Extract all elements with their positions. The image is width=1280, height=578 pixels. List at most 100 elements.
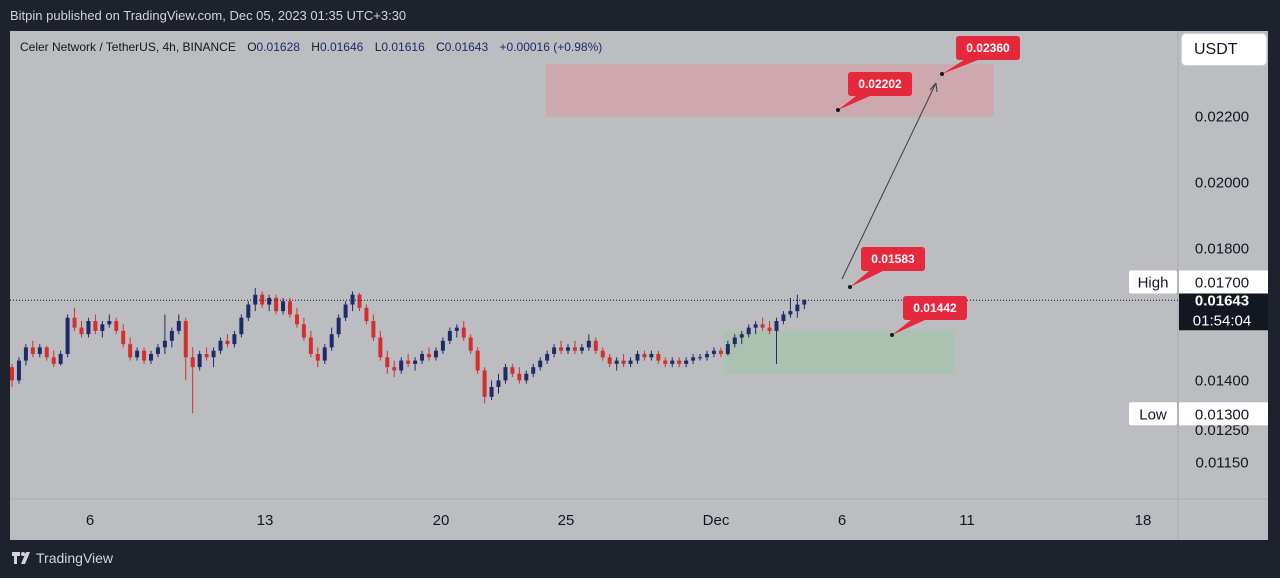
candle-body[interactable] <box>183 321 188 358</box>
candle-body[interactable] <box>274 297 279 312</box>
candle-body[interactable] <box>260 294 265 305</box>
candle-body[interactable] <box>711 350 716 354</box>
candle-body[interactable] <box>746 327 751 335</box>
candle-body[interactable] <box>552 347 557 354</box>
candle-body[interactable] <box>350 294 355 305</box>
candle-body[interactable] <box>642 353 647 358</box>
candle-body[interactable] <box>336 317 341 335</box>
price-callout[interactable] <box>861 247 925 271</box>
projection-arrow[interactable] <box>841 82 937 280</box>
candle-body[interactable] <box>44 347 49 358</box>
candle-body[interactable] <box>454 327 459 331</box>
candle-body[interactable] <box>649 353 654 358</box>
candle-body[interactable] <box>239 317 244 335</box>
candle-body[interactable] <box>496 380 501 387</box>
candle-body[interactable] <box>753 324 758 328</box>
candle-body[interactable] <box>795 304 800 312</box>
candle-body[interactable] <box>760 324 765 328</box>
candle-body[interactable] <box>656 353 661 361</box>
candle-body[interactable] <box>65 317 70 354</box>
candle-body[interactable] <box>364 307 369 322</box>
candle-body[interactable] <box>586 340 591 348</box>
support-zone[interactable] <box>723 330 955 374</box>
candle-body[interactable] <box>739 334 744 338</box>
candle-body[interactable] <box>211 350 216 358</box>
candle-body[interactable] <box>433 350 438 358</box>
candle-body[interactable] <box>281 301 286 312</box>
candle-body[interactable] <box>128 344 133 358</box>
candle-body[interactable] <box>781 314 786 322</box>
candle-body[interactable] <box>114 321 119 331</box>
candle-body[interactable] <box>788 311 793 315</box>
candle-body[interactable] <box>253 294 258 305</box>
candle-body[interactable] <box>566 347 570 351</box>
candle-body[interactable] <box>30 347 35 354</box>
candle-body[interactable] <box>698 357 703 359</box>
brand-name[interactable]: TradingView <box>36 550 114 566</box>
candle-body[interactable] <box>572 347 577 351</box>
candle-body[interactable] <box>579 347 584 351</box>
candle-body[interactable] <box>357 294 362 308</box>
candle-body[interactable] <box>774 321 779 331</box>
candle-body[interactable] <box>79 327 84 335</box>
candle-body[interactable] <box>628 360 633 364</box>
candle-body[interactable] <box>559 347 564 351</box>
candle-body[interactable] <box>413 360 418 364</box>
candle-body[interactable] <box>294 314 299 325</box>
candle-body[interactable] <box>107 321 112 325</box>
candle-body[interactable] <box>23 347 28 361</box>
candle-body[interactable] <box>420 353 425 361</box>
candle-body[interactable] <box>51 357 56 364</box>
candle-body[interactable] <box>176 321 181 331</box>
candle-body[interactable] <box>343 304 348 318</box>
candle-body[interactable] <box>72 317 77 328</box>
candle-body[interactable] <box>197 353 202 368</box>
candle-body[interactable] <box>489 386 494 397</box>
candle-body[interactable] <box>718 350 723 354</box>
candlestick-chart[interactable]: 0.024000.022000.020000.018000.014000.012… <box>10 31 1268 540</box>
candle-body[interactable] <box>538 360 543 368</box>
candle-body[interactable] <box>93 321 98 331</box>
candle-body[interactable] <box>663 360 668 364</box>
candle-body[interactable] <box>524 373 529 381</box>
symbol-name[interactable]: Celer Network / TetherUS, 4h, BINANCE <box>20 40 236 54</box>
candle-body[interactable] <box>447 330 452 341</box>
candle-body[interactable] <box>204 353 209 358</box>
candle-body[interactable] <box>510 367 515 374</box>
candle-body[interactable] <box>58 353 63 364</box>
candle-body[interactable] <box>155 347 160 354</box>
candle-body[interactable] <box>385 357 390 368</box>
candle-body[interactable] <box>267 297 272 305</box>
candle-body[interactable] <box>86 321 91 335</box>
candle-body[interactable] <box>475 350 480 371</box>
price-callout[interactable] <box>903 296 967 320</box>
candle-body[interactable] <box>225 340 230 345</box>
candle-body[interactable] <box>732 337 737 345</box>
candle-body[interactable] <box>121 330 126 345</box>
candle-body[interactable] <box>315 353 320 361</box>
candle-body[interactable] <box>767 327 772 331</box>
candle-body[interactable] <box>371 321 376 338</box>
candle-body[interactable] <box>802 300 807 305</box>
price-callout[interactable] <box>848 72 912 96</box>
candle-body[interactable] <box>531 367 536 374</box>
candle-body[interactable] <box>135 350 140 358</box>
candle-body[interactable] <box>16 360 21 381</box>
candle-body[interactable] <box>190 357 195 368</box>
candle-body[interactable] <box>635 353 640 361</box>
candle-body[interactable] <box>169 330 174 341</box>
candle-body[interactable] <box>218 340 223 351</box>
candle-body[interactable] <box>725 344 730 354</box>
candle-body[interactable] <box>162 340 167 348</box>
candle-body[interactable] <box>301 324 306 338</box>
candle-body[interactable] <box>308 337 313 354</box>
candle-body[interactable] <box>37 347 42 354</box>
candle-body[interactable] <box>482 370 487 397</box>
price-callout[interactable] <box>956 36 1020 60</box>
candle-body[interactable] <box>399 360 404 371</box>
candle-body[interactable] <box>517 373 522 381</box>
candle-body[interactable] <box>677 360 682 364</box>
candle-body[interactable] <box>684 360 689 364</box>
candle-body[interactable] <box>322 347 327 361</box>
candle-body[interactable] <box>614 360 619 364</box>
